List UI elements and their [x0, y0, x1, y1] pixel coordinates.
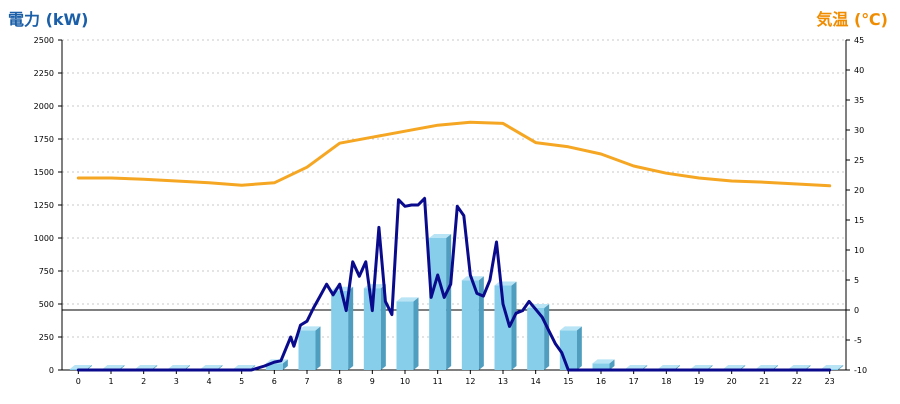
bar-top: [592, 359, 615, 364]
right-tick-label: 15: [854, 216, 864, 225]
x-tick-label: 12: [465, 377, 475, 386]
x-tick-label: 8: [337, 377, 342, 386]
right-tick-label: -5: [854, 336, 862, 345]
x-tick-label: 6: [272, 377, 277, 386]
left-tick-label: 1000: [34, 234, 54, 243]
x-tick-label: 19: [694, 377, 704, 386]
bar-side: [413, 297, 419, 370]
bar: [429, 238, 447, 370]
bar-top: [69, 365, 92, 369]
right-axis-title: 気温 (℃): [816, 10, 888, 29]
bar-side: [446, 234, 452, 370]
x-tick-label: 18: [661, 377, 671, 386]
left-tick-label: 1750: [34, 135, 54, 144]
bar-side: [282, 359, 288, 370]
bar-top: [723, 365, 746, 369]
bar-top: [821, 365, 844, 369]
right-tick-label: 5: [854, 276, 859, 285]
bar-side: [609, 359, 615, 370]
right-tick-label: 25: [854, 156, 864, 165]
bar-top: [429, 234, 452, 238]
bar: [363, 288, 381, 370]
bar: [298, 330, 316, 370]
bar-side: [576, 326, 582, 370]
bar: [527, 307, 545, 370]
bar-top: [102, 365, 125, 369]
right-tick-label: 40: [854, 66, 864, 75]
bar-side: [838, 365, 844, 370]
bar-top: [167, 365, 190, 369]
right-tick-label: 20: [854, 186, 864, 195]
bar-side: [380, 284, 386, 370]
left-tick-label: 750: [39, 267, 54, 276]
bar-top: [135, 365, 158, 369]
x-tick-label: 21: [759, 377, 769, 386]
bar-top: [298, 326, 321, 331]
x-tick-label: 7: [304, 377, 309, 386]
x-tick-label: 16: [596, 377, 606, 386]
left-tick-label: 1250: [34, 201, 54, 210]
left-tick-label: 2500: [34, 36, 54, 45]
x-tick-label: 1: [108, 377, 113, 386]
left-tick-label: 250: [39, 333, 54, 342]
bar-top: [200, 365, 223, 369]
bar-side: [315, 326, 321, 370]
x-tick-label: 9: [370, 377, 375, 386]
x-tick-label: 22: [792, 377, 802, 386]
right-tick-label: 30: [854, 126, 864, 135]
x-tick-label: 4: [206, 377, 211, 386]
x-tick-label: 10: [400, 377, 410, 386]
right-tick-label: 35: [854, 96, 864, 105]
bar: [592, 363, 610, 370]
x-tick-label: 20: [727, 377, 737, 386]
left-axis-title: 電力 (kW): [8, 10, 89, 29]
x-tick-label: 11: [433, 377, 443, 386]
bar: [559, 330, 577, 370]
x-tick-label: 23: [825, 377, 835, 386]
x-tick-label: 2: [141, 377, 146, 386]
right-tick-label: -10: [854, 366, 867, 375]
bar: [396, 301, 414, 370]
left-tick-label: 0: [49, 366, 54, 375]
left-tick-label: 500: [39, 300, 54, 309]
left-tick-label: 2000: [34, 102, 54, 111]
bar: [265, 363, 283, 370]
bar-top: [657, 365, 680, 369]
left-tick-label: 2250: [34, 69, 54, 78]
bar: [461, 280, 479, 370]
x-tick-label: 15: [563, 377, 573, 386]
bar-top: [625, 365, 648, 369]
right-tick-label: 10: [854, 246, 864, 255]
bar-top: [690, 365, 713, 369]
x-tick-label: 5: [239, 377, 244, 386]
bar-top: [788, 365, 811, 369]
bar-side: [544, 303, 550, 370]
x-tick-label: 13: [498, 377, 508, 386]
x-tick-label: 3: [174, 377, 179, 386]
bar-side: [478, 276, 484, 370]
bar-top: [755, 365, 778, 369]
left-tick-label: 1500: [34, 168, 54, 177]
right-tick-label: 45: [854, 36, 864, 45]
x-tick-label: 17: [629, 377, 639, 386]
x-tick-label: 0: [76, 377, 81, 386]
bar: [494, 285, 512, 370]
x-tick-label: 14: [531, 377, 541, 386]
temperature-line: [76, 120, 832, 188]
bar-top: [559, 326, 582, 331]
bar: [331, 290, 349, 370]
power-line: [76, 196, 832, 372]
bar-side: [511, 281, 517, 370]
right-tick-label: 0: [854, 306, 859, 315]
bar-top: [396, 297, 419, 302]
bar-top: [233, 365, 256, 369]
bar-side: [348, 286, 354, 370]
